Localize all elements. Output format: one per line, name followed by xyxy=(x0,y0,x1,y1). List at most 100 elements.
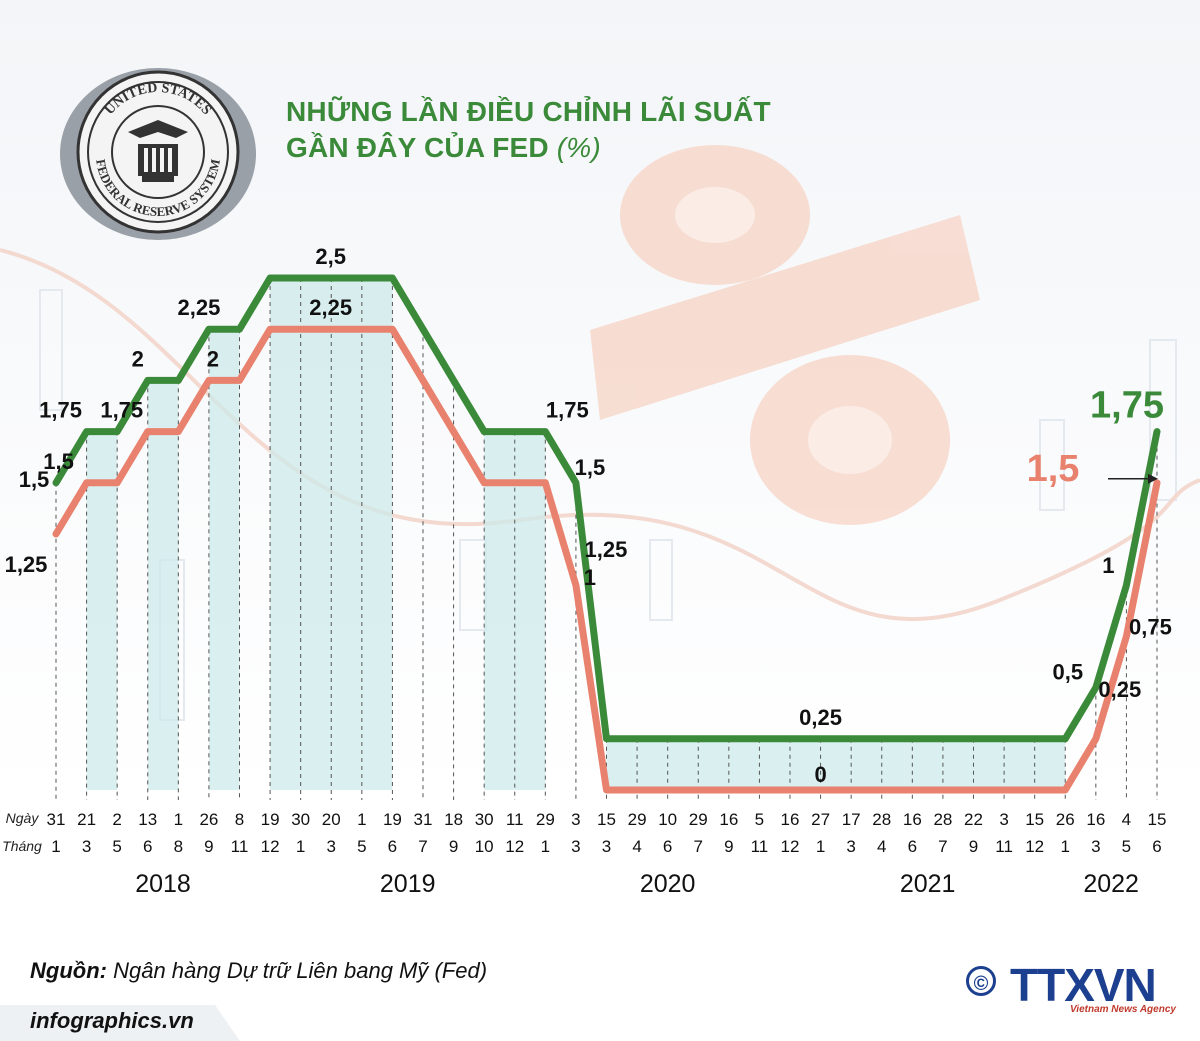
year-label: 2018 xyxy=(135,870,191,898)
pointer-arrow-head xyxy=(1148,473,1158,484)
data-label: 2,25 xyxy=(309,295,352,320)
tick-label-day: 15 xyxy=(1025,810,1044,829)
data-label: 2 xyxy=(132,346,144,371)
range-band xyxy=(270,278,301,790)
range-band xyxy=(667,738,699,790)
tick-label-month: 1 xyxy=(1061,837,1070,856)
tick-label-day: 26 xyxy=(199,810,218,829)
tick-label-day: 21 xyxy=(77,810,96,829)
tick-label-month: 6 xyxy=(388,837,397,856)
chart-title-text: GẦN ĐÂY CỦA FED xyxy=(286,132,549,163)
tick-label-day: 1 xyxy=(357,810,366,829)
tick-label-day: 16 xyxy=(719,810,738,829)
source-label: Nguồn: xyxy=(30,958,107,983)
tick-label-month: 11 xyxy=(751,837,769,856)
data-label: 1,75 xyxy=(100,398,143,423)
site-name: infographics.vn xyxy=(30,1008,194,1033)
range-band xyxy=(881,738,913,790)
range-band xyxy=(1034,738,1066,790)
tick-label-day: 29 xyxy=(536,810,555,829)
tick-label-month: 9 xyxy=(969,837,978,856)
tick-label-day: 1 xyxy=(174,810,183,829)
data-label: 0,25 xyxy=(799,705,842,730)
tick-label-month: 6 xyxy=(1152,837,1161,856)
tick-label-day: 26 xyxy=(1056,810,1075,829)
tick-label-day: 11 xyxy=(506,810,524,829)
tick-label-month: 3 xyxy=(327,837,336,856)
data-label: 1,25 xyxy=(585,537,628,562)
range-band xyxy=(790,738,821,790)
tick-label-month: 1 xyxy=(51,837,60,856)
tick-label-month: 1 xyxy=(541,837,550,856)
federal-reserve-seal-icon: UNITED STATES FEDERAL RESERVE SYSTEM xyxy=(60,68,256,240)
year-label: 2022 xyxy=(1083,870,1139,898)
chart-title-line2: GẦN ĐÂY CỦA FED (%) xyxy=(286,132,601,164)
chart-title-line1: NHỮNG LẦN ĐIỀU CHỈNH LÃI SUẤT xyxy=(286,96,771,127)
tick-label-month: 7 xyxy=(938,837,947,856)
tick-label-month: 6 xyxy=(908,837,917,856)
range-band xyxy=(331,278,362,790)
tick-label-month: 1 xyxy=(816,837,825,856)
range-band xyxy=(606,738,638,790)
tick-label-day: 20 xyxy=(322,810,341,829)
tick-label-month: 3 xyxy=(602,837,611,856)
tick-label-day: 4 xyxy=(1122,810,1131,829)
tick-label-day: 2 xyxy=(112,810,121,829)
ttxvn-logo-subtitle: Vietnam News Agency xyxy=(1070,1004,1176,1015)
tick-label-day: 16 xyxy=(1086,810,1105,829)
tick-label-month: 12 xyxy=(505,837,524,856)
tick-label-day: 22 xyxy=(964,810,983,829)
range-band xyxy=(942,738,974,790)
data-label: 1,75 xyxy=(39,398,82,423)
tick-label-month: 3 xyxy=(1091,837,1100,856)
data-label: 1,5 xyxy=(19,467,50,492)
ttxvn-logo: TTXVN xyxy=(1010,959,1157,1011)
year-label: 2020 xyxy=(640,870,696,898)
tick-label-month: 9 xyxy=(204,837,213,856)
tick-label-day: 15 xyxy=(597,810,616,829)
series-line-lower xyxy=(52,325,1161,794)
data-label: 2,5 xyxy=(315,244,346,269)
range-band xyxy=(300,278,332,790)
data-label: 1,75 xyxy=(1090,385,1164,427)
axis-label-month: Tháng xyxy=(2,838,42,854)
tick-label-month: 11 xyxy=(231,837,249,856)
range-band xyxy=(86,431,118,790)
tick-label-month: 6 xyxy=(143,837,152,856)
tick-label-month: 7 xyxy=(418,837,427,856)
axis-label-day: Ngày xyxy=(6,810,40,826)
tick-label-month: 8 xyxy=(174,837,183,856)
tick-label-day: 5 xyxy=(755,810,764,829)
data-label: 2,25 xyxy=(178,295,221,320)
tick-label-month: 3 xyxy=(571,837,580,856)
tick-label-month: 3 xyxy=(82,837,91,856)
range-band xyxy=(208,329,240,790)
tick-label-day: 31 xyxy=(47,810,66,829)
tick-label-month: 5 xyxy=(112,837,121,856)
tick-label-day: 30 xyxy=(475,810,494,829)
tick-label-month: 10 xyxy=(475,837,494,856)
tick-label-month: 6 xyxy=(663,837,672,856)
data-label: 1 xyxy=(584,565,596,590)
tick-label-month: 11 xyxy=(995,837,1013,856)
data-label: 0,75 xyxy=(1129,614,1172,639)
data-label: 1,75 xyxy=(546,398,589,423)
range-band xyxy=(514,431,546,790)
range-band xyxy=(973,738,1005,790)
tick-label-day: 17 xyxy=(842,810,861,829)
chart-title-unit: (%) xyxy=(556,132,601,163)
range-band xyxy=(1004,738,1035,790)
tick-label-month: 9 xyxy=(449,837,458,856)
tick-label-month: 12 xyxy=(261,837,280,856)
tick-label-day: 27 xyxy=(811,810,830,829)
data-label: 0,5 xyxy=(1053,660,1084,685)
range-band xyxy=(484,431,515,790)
source-note: Nguồn: Ngân hàng Dự trữ Liên bang Mỹ (Fe… xyxy=(30,958,487,984)
tick-label-day: 29 xyxy=(628,810,647,829)
tick-label-month: 4 xyxy=(877,837,886,856)
year-label: 2019 xyxy=(380,870,436,898)
tick-label-month: 4 xyxy=(632,837,641,856)
data-label: 0 xyxy=(814,762,826,787)
tick-label-month: 9 xyxy=(724,837,733,856)
